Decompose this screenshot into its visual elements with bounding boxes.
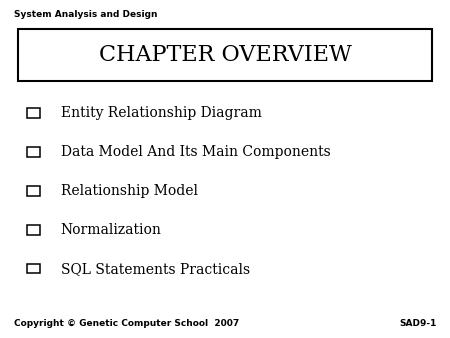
Bar (27, 108, 40, 118)
Text: Normalization: Normalization (61, 223, 162, 237)
Bar (27, 225, 40, 235)
Bar (18, 29, 432, 81)
Text: Copyright © Genetic Computer School  2007: Copyright © Genetic Computer School 2007 (14, 319, 239, 328)
Text: Data Model And Its Main Components: Data Model And Its Main Components (61, 145, 330, 159)
Text: Entity Relationship Diagram: Entity Relationship Diagram (61, 106, 261, 120)
Text: CHAPTER OVERVIEW: CHAPTER OVERVIEW (99, 44, 351, 66)
Text: System Analysis and Design: System Analysis and Design (14, 10, 157, 19)
Text: SAD9-1: SAD9-1 (399, 319, 436, 328)
Text: SQL Statements Practicals: SQL Statements Practicals (61, 262, 250, 276)
Bar (27, 147, 40, 157)
Bar (27, 186, 40, 196)
Bar (27, 264, 40, 273)
Text: Relationship Model: Relationship Model (61, 184, 198, 198)
